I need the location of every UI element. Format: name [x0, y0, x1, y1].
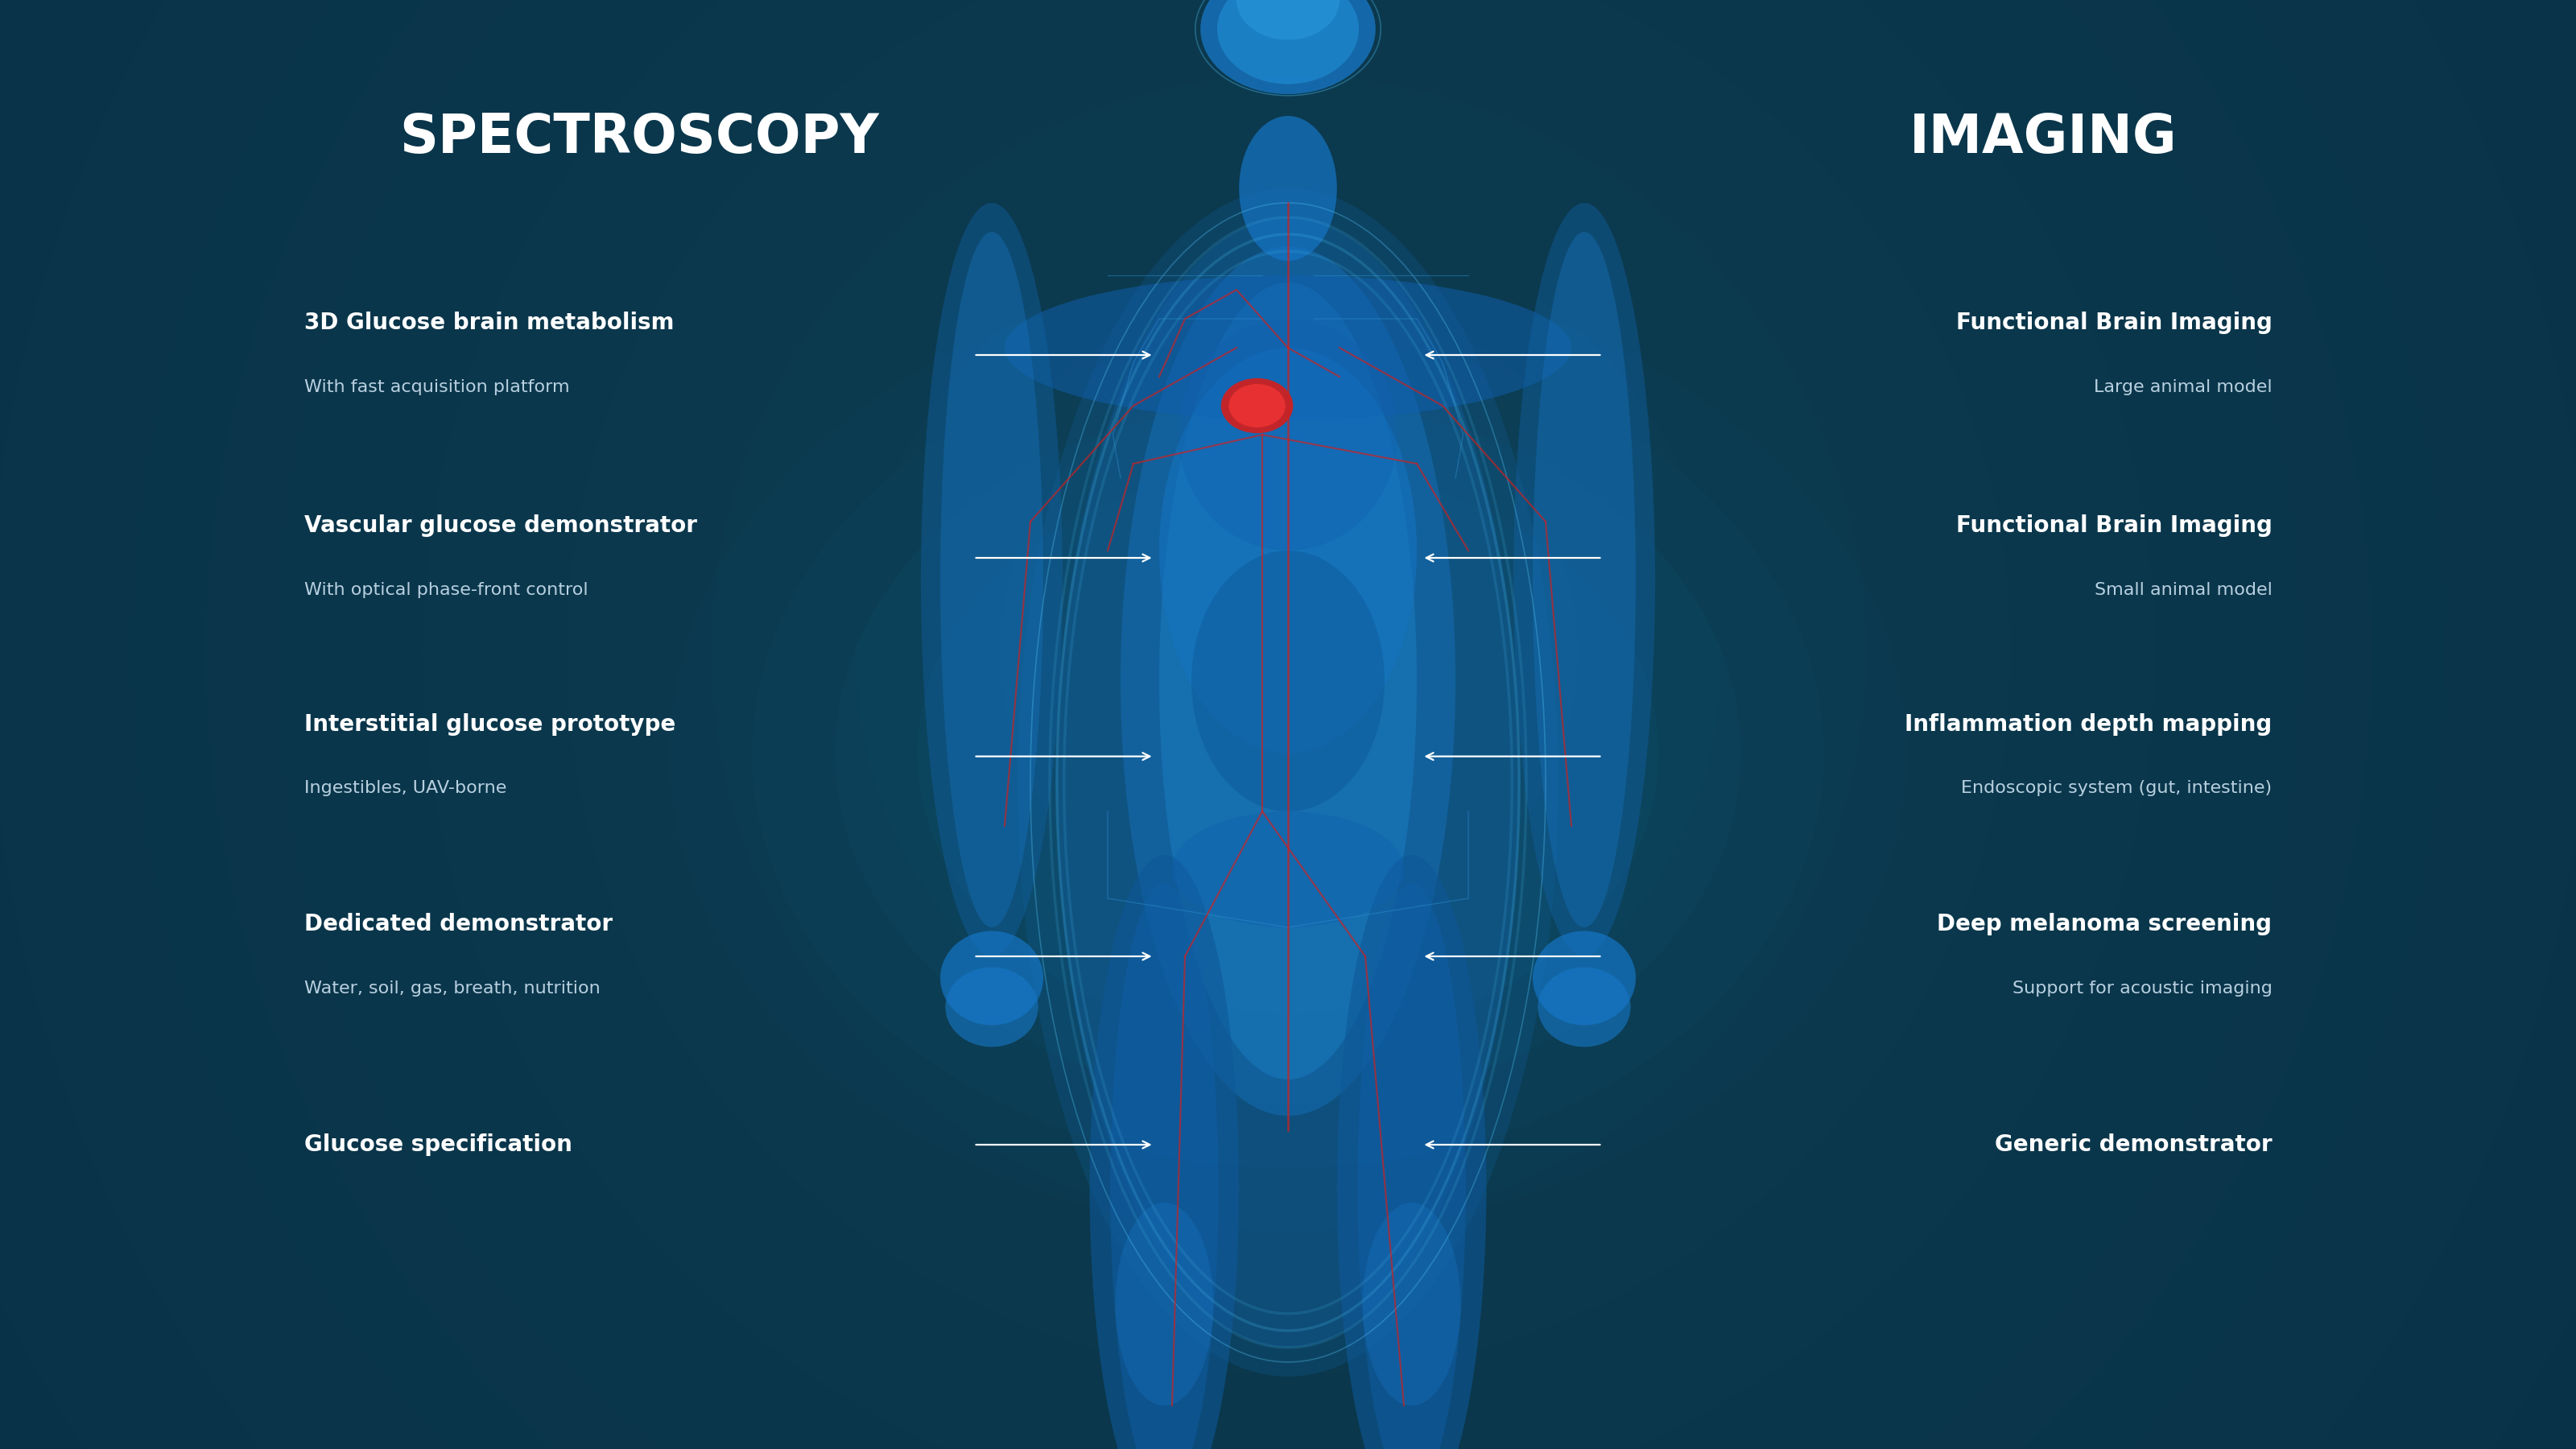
Ellipse shape	[1515, 203, 1654, 956]
Text: With fast acquisition platform: With fast acquisition platform	[304, 378, 569, 396]
Text: Endoscopic system (gut, intestine): Endoscopic system (gut, intestine)	[1960, 780, 2272, 797]
Ellipse shape	[1018, 188, 1558, 1377]
Ellipse shape	[1236, 0, 1340, 39]
Ellipse shape	[940, 232, 1043, 927]
Ellipse shape	[1190, 551, 1386, 811]
Text: Large animal model: Large animal model	[2094, 378, 2272, 396]
Ellipse shape	[1172, 811, 1404, 927]
Ellipse shape	[1090, 855, 1239, 1449]
Ellipse shape	[1180, 319, 1396, 551]
Ellipse shape	[1200, 0, 1376, 94]
Ellipse shape	[1239, 116, 1337, 261]
Text: Functional Brain Imaging: Functional Brain Imaging	[1955, 312, 2272, 335]
Text: Vascular glucose demonstrator: Vascular glucose demonstrator	[304, 514, 696, 538]
Text: Generic demonstrator: Generic demonstrator	[1994, 1133, 2272, 1156]
Ellipse shape	[1110, 884, 1218, 1449]
Text: Functional Brain Imaging: Functional Brain Imaging	[1955, 514, 2272, 538]
Ellipse shape	[1229, 384, 1285, 427]
Text: SPECTROSCOPY: SPECTROSCOPY	[399, 112, 878, 164]
Ellipse shape	[1363, 1203, 1461, 1406]
Ellipse shape	[940, 932, 1043, 1026]
Ellipse shape	[1005, 275, 1571, 420]
Ellipse shape	[1533, 932, 1636, 1026]
Ellipse shape	[1121, 246, 1455, 1116]
Text: Support for acoustic imaging: Support for acoustic imaging	[2012, 980, 2272, 997]
Ellipse shape	[1337, 855, 1486, 1449]
Text: With optical phase-front control: With optical phase-front control	[304, 581, 587, 598]
Ellipse shape	[945, 968, 1038, 1046]
Ellipse shape	[917, 467, 1659, 1040]
Text: IMAGING: IMAGING	[1909, 112, 2177, 164]
Text: Deep melanoma screening: Deep melanoma screening	[1937, 913, 2272, 936]
Text: Water, soil, gas, breath, nutrition: Water, soil, gas, breath, nutrition	[304, 980, 600, 997]
Ellipse shape	[1115, 1203, 1213, 1406]
Ellipse shape	[1358, 884, 1466, 1449]
Ellipse shape	[922, 203, 1064, 956]
Ellipse shape	[1056, 217, 1520, 1348]
Ellipse shape	[1538, 968, 1631, 1046]
Ellipse shape	[1218, 0, 1360, 84]
Text: Inflammation depth mapping: Inflammation depth mapping	[1904, 713, 2272, 736]
Text: Interstitial glucose prototype: Interstitial glucose prototype	[304, 713, 675, 736]
Text: Glucose specification: Glucose specification	[304, 1133, 572, 1156]
Ellipse shape	[1221, 378, 1293, 433]
Ellipse shape	[1159, 348, 1417, 753]
Ellipse shape	[1159, 283, 1417, 1080]
Text: Ingestibles, UAV-borne: Ingestibles, UAV-borne	[304, 780, 507, 797]
Text: Dedicated demonstrator: Dedicated demonstrator	[304, 913, 613, 936]
Ellipse shape	[1533, 232, 1636, 927]
Text: 3D Glucose brain metabolism: 3D Glucose brain metabolism	[304, 312, 675, 335]
Text: Small animal model: Small animal model	[2094, 581, 2272, 598]
